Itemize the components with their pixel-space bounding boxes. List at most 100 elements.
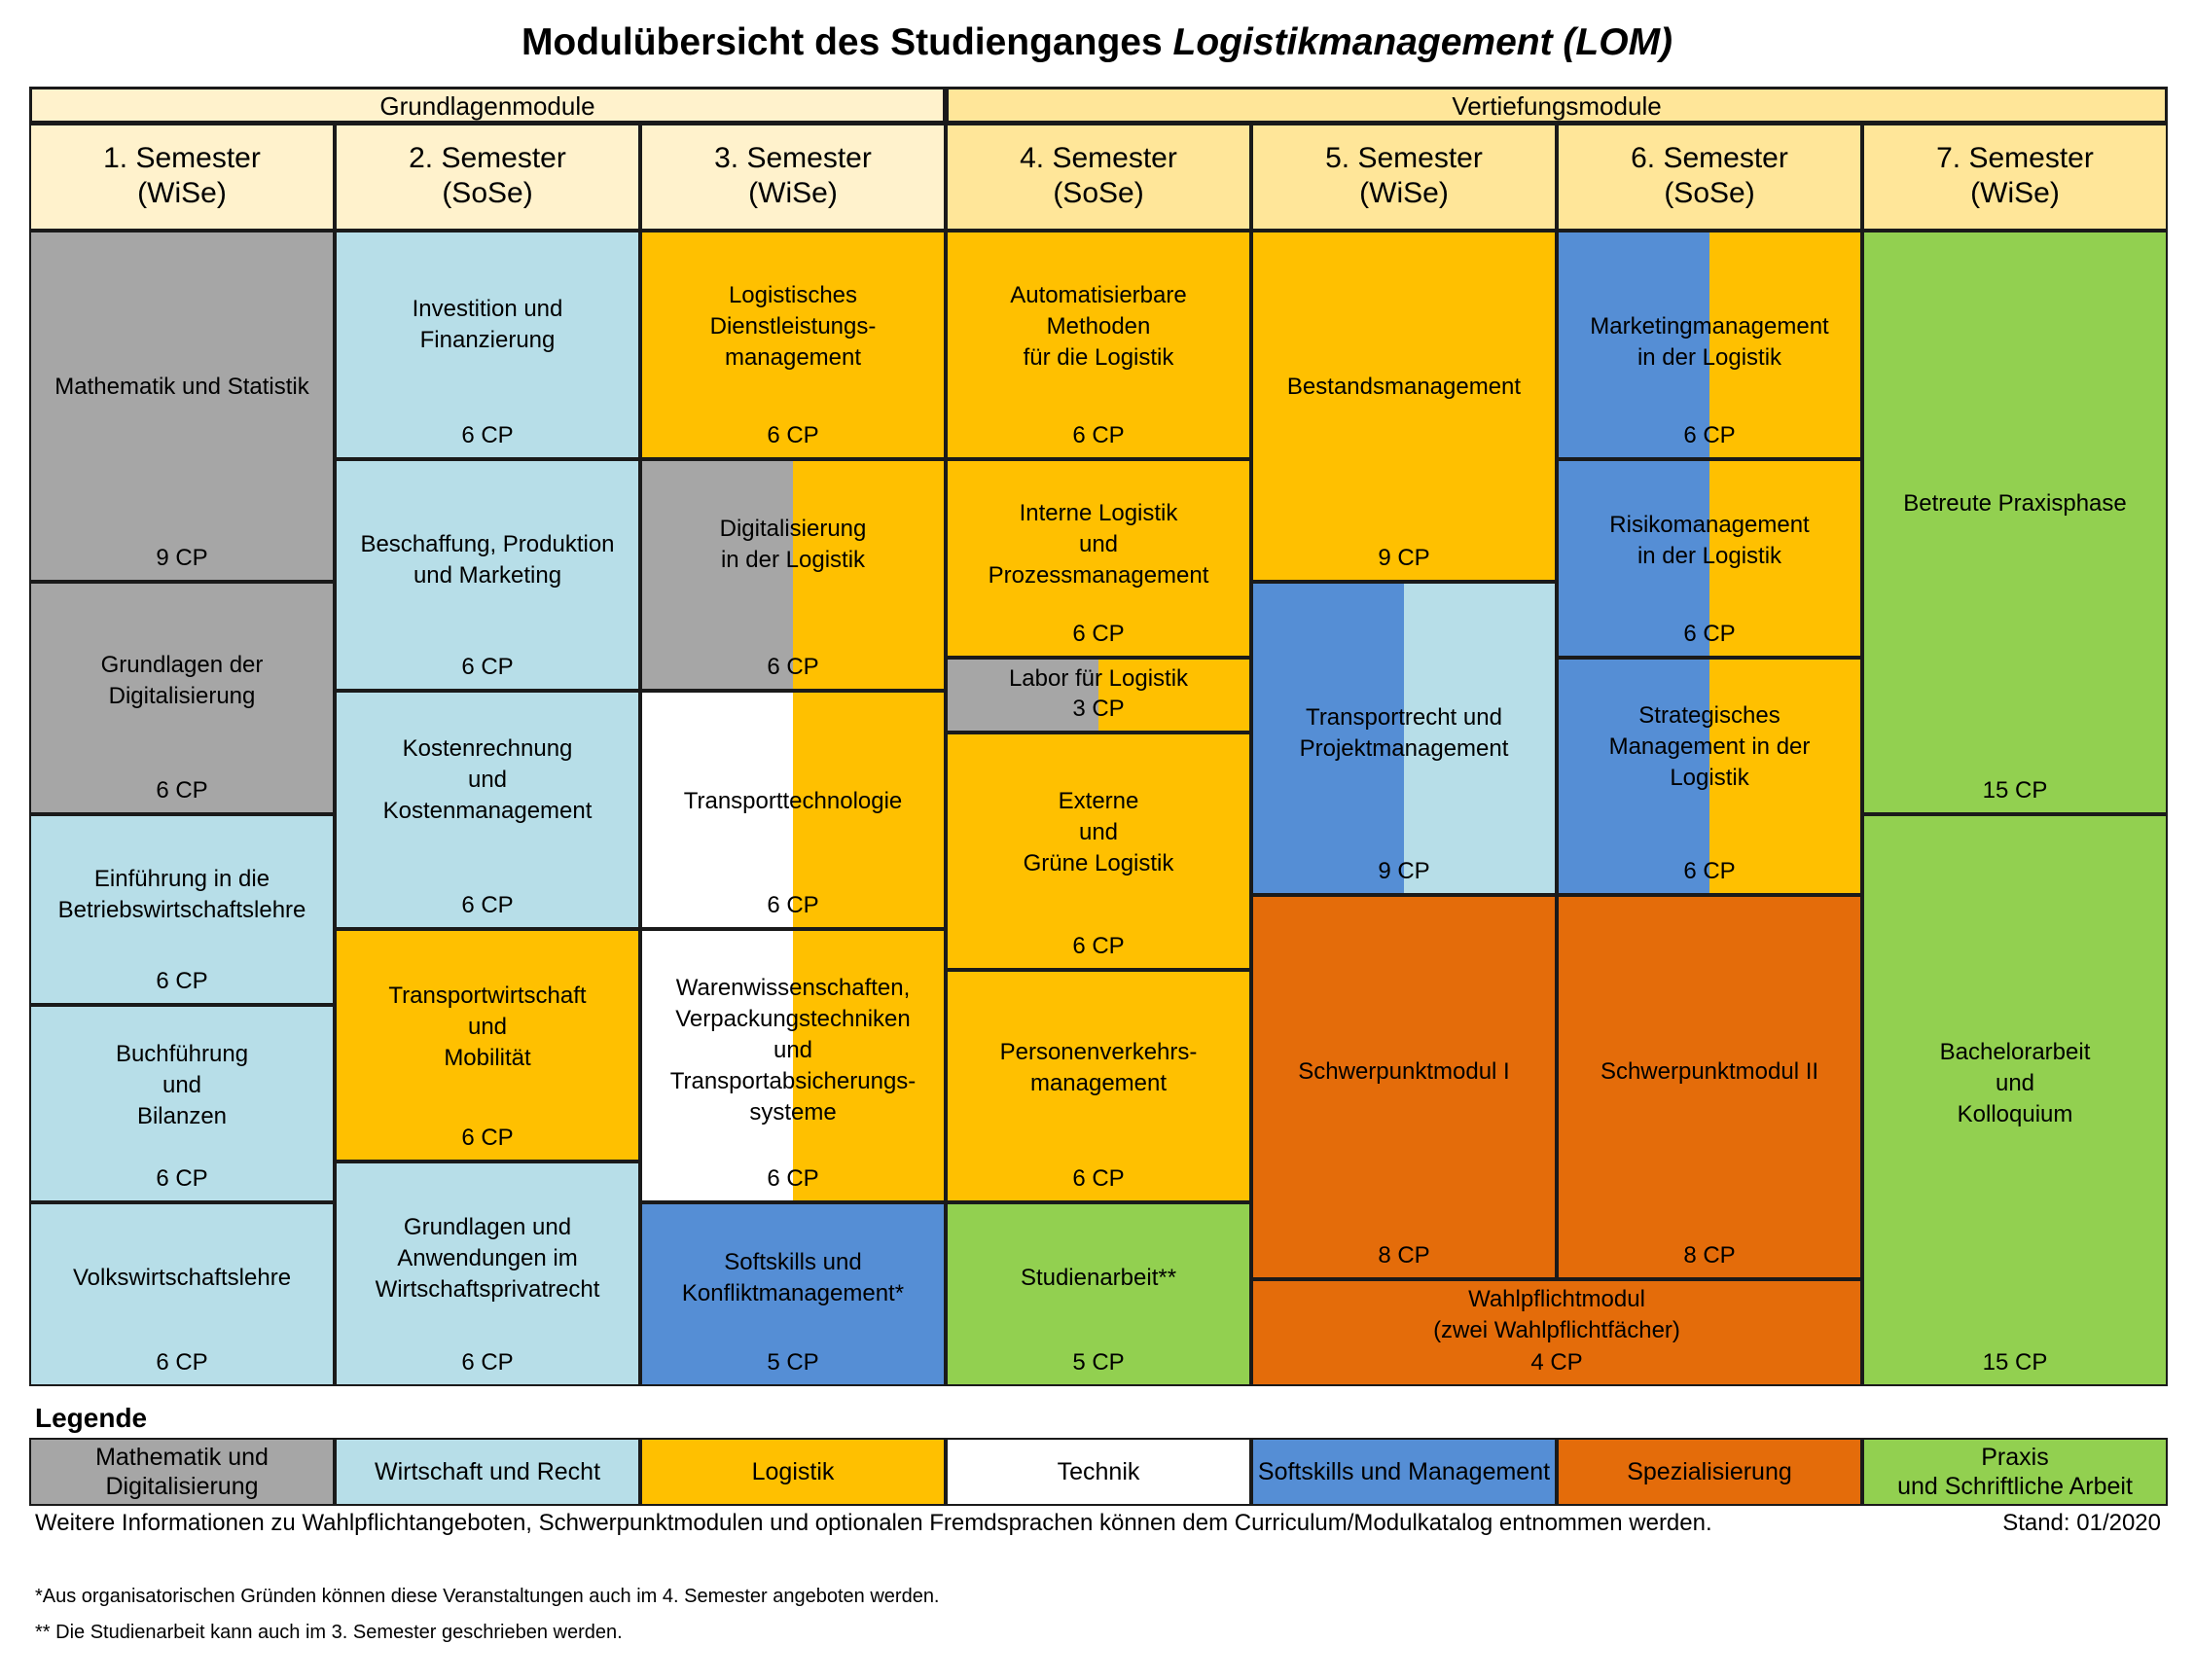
info-text: Weitere Informationen zu Wahlpflichtange… [35,1510,1712,1536]
legend-item-logistik: Logistik [640,1438,946,1506]
module-name: Marketingmanagement in der Logistik [1590,313,1829,371]
module-name: Bestandsmanagement [1286,374,1522,400]
module-name: Einführung in die Betriebswirtschaftsleh… [57,866,306,923]
module-transporttechnologie: Transporttechnologie 6 CP [640,691,946,929]
module-name: Studienarbeit** [1020,1265,1177,1291]
module-credits: 5 CP [767,1349,819,1376]
module-name: Kostenrechnung und Kostenmanagement [382,735,593,824]
module-risikomanagement: Risikomanagement in der Logistik 6 CP [1557,459,1862,658]
module-name: Automatisierbare Methoden für die Logist… [1010,282,1187,371]
module-interne-logistik: Interne Logistik und Prozessmanagement 6 … [946,459,1251,658]
module-name: Schwerpunktmodul I [1298,1058,1510,1085]
module-credits: 6 CP [1072,1165,1125,1192]
module-name: Wahlpflichtmodul (zwei Wahlpflichtfächer… [1433,1286,1680,1343]
module-name: Volkswirtschaftslehre [72,1265,292,1291]
module-credits: 6 CP [767,422,819,448]
legend-item-softskills: Softskills und Management [1251,1438,1557,1506]
module-bestandsmanagement: Bestandsmanagement 9 CP [1251,231,1557,582]
module-credits: 6 CP [156,777,208,804]
module-marketingmanagement: Marketingmanagement in der Logistik 6 CP [1557,231,1862,459]
module-credits: 6 CP [767,892,819,918]
module-name: Externe und Grüne Logistik [1023,788,1174,876]
module-softskills-und: Softskills und Konfliktmanagement* 5 CP [640,1202,946,1386]
module-name: Warenwissenschaften, Verpackungstechnike… [669,975,917,1126]
module-buchführung: Buchführung und Bilanzen 6 CP [29,1005,335,1202]
module-credits: 6 CP [767,1165,819,1192]
footnote-1: *Aus organisatorischen Gründen können di… [35,1586,940,1607]
legend-item-spezialisierung: Spezialisierung [1557,1438,1862,1506]
module-credits: 8 CP [1378,1242,1430,1269]
module-name: Betreute Praxisphase [1903,490,2127,517]
module-credits: 15 CP [1982,777,2048,804]
module-betreute-praxisphase: Betreute Praxisphase 15 CP [1862,231,2168,814]
module-name: Grundlagen und Anwendungen im Wirtschaft… [375,1214,600,1303]
module-credits: 6 CP [1072,422,1125,448]
module-credits: 6 CP [767,654,819,680]
module-credits: 9 CP [156,545,208,571]
module-mathematik-und-statistik: Mathematik und Statistik 9 CP [29,231,335,582]
module-einführung-in-die: Einführung in die Betriebswirtschaftsleh… [29,814,335,1005]
module-automatisierbare: Automatisierbare Methoden für die Logist… [946,231,1251,459]
module-grundlagen-und: Grundlagen und Anwendungen im Wirtschaft… [335,1162,640,1386]
page-title: Modulübersicht des Studienganges Logisti… [0,21,2194,64]
module-name: Transportwirtschaft und Mobilität [388,983,587,1071]
module-personenverkehrs: Personenverkehrs- management 6 CP [946,970,1251,1202]
module-credits: 6 CP [461,892,514,918]
module-name: Beschaffung, Produktion und Marketing [360,531,615,589]
legend-item-mathe: Mathematik und Digitalisierung [29,1438,335,1506]
module-digitalisierung: Digitalisierung in der Logistik 6 CP [640,459,946,691]
module-credits: 6 CP [1683,422,1736,448]
module-strategisches: Strategisches Management in der Logistik… [1557,658,1862,895]
module-name: Schwerpunktmodul II [1600,1058,1819,1085]
semester-header-5: 5. Semester (WiSe) [1251,124,1557,231]
module-credits: 5 CP [1072,1349,1125,1376]
semester-header-7: 7. Semester (WiSe) [1862,124,2168,231]
module-grundlagen-der: Grundlagen der Digitalisierung 6 CP [29,582,335,814]
legend-item-praxis: Praxis und Schriftliche Arbeit [1862,1438,2168,1506]
module-name: Softskills und Konfliktmanagement* [681,1249,905,1306]
module-credits: 6 CP [461,1349,514,1376]
group-header-1: Grundlagenmodule [29,87,946,124]
module-credits: 9 CP [1378,545,1430,571]
module-schwerpunktmodul-ii: Schwerpunktmodul II 8 CP [1557,895,1862,1279]
title-main: Modulübersicht des Studienganges [521,21,1173,63]
module-credits: 15 CP [1982,1349,2048,1376]
module-credits: 3 CP [1072,696,1125,722]
group-header-2: Vertiefungsmodule [946,87,2168,124]
stand-date: Stand: 01/2020 [2002,1510,2161,1536]
module-bachelorarbeit: Bachelorarbeit und Kolloquium 15 CP [1862,814,2168,1386]
module-credits: 6 CP [461,422,514,448]
semester-header-4: 4. Semester (SoSe) [946,124,1251,231]
module-name: Investition und Finanzierung [412,296,563,353]
module-credits: 6 CP [1072,621,1125,647]
semester-header-2: 2. Semester (SoSe) [335,124,640,231]
module-credits: 6 CP [1683,858,1736,884]
module-schwerpunktmodul-i: Schwerpunktmodul I 8 CP [1251,895,1557,1279]
module-name: Buchführung und Bilanzen [115,1041,249,1129]
module-warenwissenschaften: Warenwissenschaften, Verpackungstechnike… [640,929,946,1202]
semester-header-1: 1. Semester (WiSe) [29,124,335,231]
module-credits: 6 CP [461,654,514,680]
footnote-2: ** Die Studienarbeit kann auch im 3. Sem… [35,1622,623,1643]
module-name: Digitalisierung in der Logistik [719,516,867,573]
semester-header-3: 3. Semester (WiSe) [640,124,946,231]
module-name: Strategisches Management in der Logistik [1608,702,1811,791]
legend-title: Legende [35,1403,148,1433]
module-credits: 6 CP [156,968,208,994]
module-credits: 4 CP [1530,1349,1583,1376]
legend-item-wirtschaft: Wirtschaft und Recht [335,1438,640,1506]
semester-header-6: 6. Semester (SoSe) [1557,124,1862,231]
module-kostenrechnung: Kostenrechnung und Kostenmanagement 6 CP [335,691,640,929]
module-credits: 6 CP [1683,621,1736,647]
module-name: Transportrecht und Projektmanagement [1299,704,1509,762]
module-beschaffung-produktion: Beschaffung, Produktion und Marketing 6 C… [335,459,640,691]
module-name: Logistisches Dienstleistungs- management [709,282,877,371]
module-investition-und: Investition und Finanzierung 6 CP [335,231,640,459]
module-wahlpflichtmodul: Wahlpflichtmodul (zwei Wahlpflichtfächer… [1251,1279,1862,1386]
module-transportrecht-und: Transportrecht und Projektmanagement 9 CP [1251,582,1557,895]
module-name: Risikomanagement in der Logistik [1609,512,1810,569]
module-studienarbeit: Studienarbeit** 5 CP [946,1202,1251,1386]
module-labor-für-logistik: Labor für Logistik 3 CP [946,658,1251,733]
module-credits: 6 CP [1072,933,1125,959]
